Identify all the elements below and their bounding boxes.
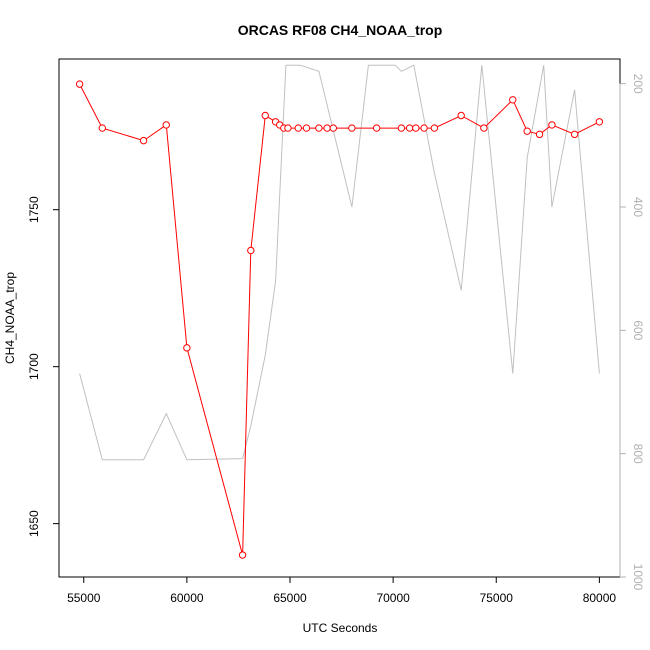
x-tick-label: 60000 [170,591,204,605]
y-tick-label: 1750 [27,196,41,223]
data-point [548,121,556,129]
data-point [480,124,488,132]
right-tick-label: 400 [631,197,645,217]
data-point [535,130,544,139]
right-tick-label: 600 [631,320,645,340]
data-point [509,96,517,104]
y-tick-label: 1650 [27,510,41,537]
data-point [412,124,420,132]
y-axis: 1650 1700 1750 [27,196,60,537]
y-tick-label: 1700 [27,353,41,380]
data-point [238,551,247,559]
data-point [348,124,356,132]
data-point [523,127,531,135]
plot-frame [58,58,621,578]
data-point [329,124,338,132]
data-point [372,124,381,132]
data-point [294,124,302,132]
x-tick-label: 55000 [67,591,101,605]
data-point [98,124,107,132]
y-axis-label: CH4_NOAA_trop [3,272,17,364]
data-point [284,124,292,132]
data-point [430,124,439,132]
data-point [595,118,604,126]
data-point [261,111,269,120]
data-point [457,111,465,120]
data-point [139,136,148,145]
right-axis: 200 400 600 800 1000 [619,74,645,591]
data-point [162,121,170,129]
chart-title: ORCAS RF08 CH4_NOAA_trop [238,22,443,38]
right-tick-label: 200 [631,74,645,94]
x-tick-label: 80000 [583,591,617,605]
data-point [323,124,331,132]
data-point [397,124,406,132]
data-point [183,344,191,352]
data-point [420,124,428,132]
data-point [315,124,323,132]
data-point [247,246,255,255]
data-point [75,80,84,88]
data-point [570,130,579,139]
x-tick-label: 65000 [273,591,307,605]
x-axis: 55000 60000 65000 70000 75000 80000 [67,576,617,605]
x-tick-label: 75000 [480,591,514,605]
x-axis-label: UTC Seconds [303,621,378,635]
data-point [302,124,311,132]
data-point [405,124,414,132]
x-tick-label: 70000 [376,591,410,605]
right-tick-label: 800 [631,444,645,464]
right-tick-label: 1000 [631,564,645,591]
series-layer [75,64,604,559]
pressure-line [79,64,600,461]
